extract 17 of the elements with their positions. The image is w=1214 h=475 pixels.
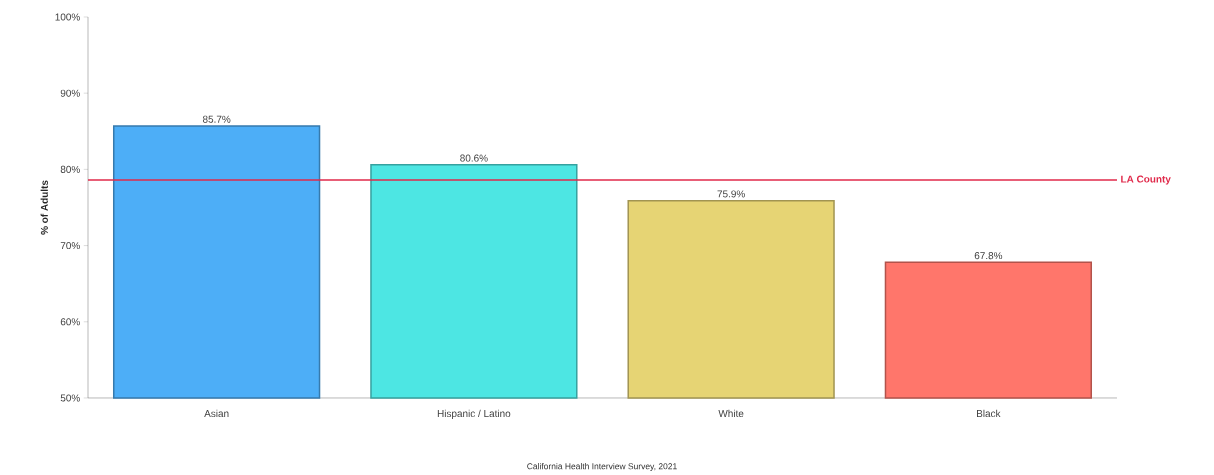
x-tick-label: Hispanic / Latino <box>437 409 511 420</box>
y-tick-label: 70% <box>60 242 80 250</box>
y-tick-label: 80% <box>60 165 80 173</box>
text: California Health Interview Survey, 2021 <box>527 463 677 471</box>
x-tick-label: Black <box>977 409 1001 418</box>
y-axis-title: % of Adults <box>40 180 48 235</box>
ref-line-label: LA County <box>1121 175 1171 185</box>
y-tick-label: 90% <box>60 89 80 97</box>
data-label: 75.9% <box>717 190 745 198</box>
data-label: 67.8% <box>974 252 1003 260</box>
y-tick-label: 60% <box>60 318 80 326</box>
x-tick-label: Asian <box>204 409 229 418</box>
y-tick-label: 100% <box>55 13 80 21</box>
x-tick-label: White <box>718 409 744 418</box>
y-tick-label: 50% <box>60 394 80 402</box>
data-label: 85.7% <box>202 115 231 123</box>
data-label: 80.6% <box>460 154 488 162</box>
